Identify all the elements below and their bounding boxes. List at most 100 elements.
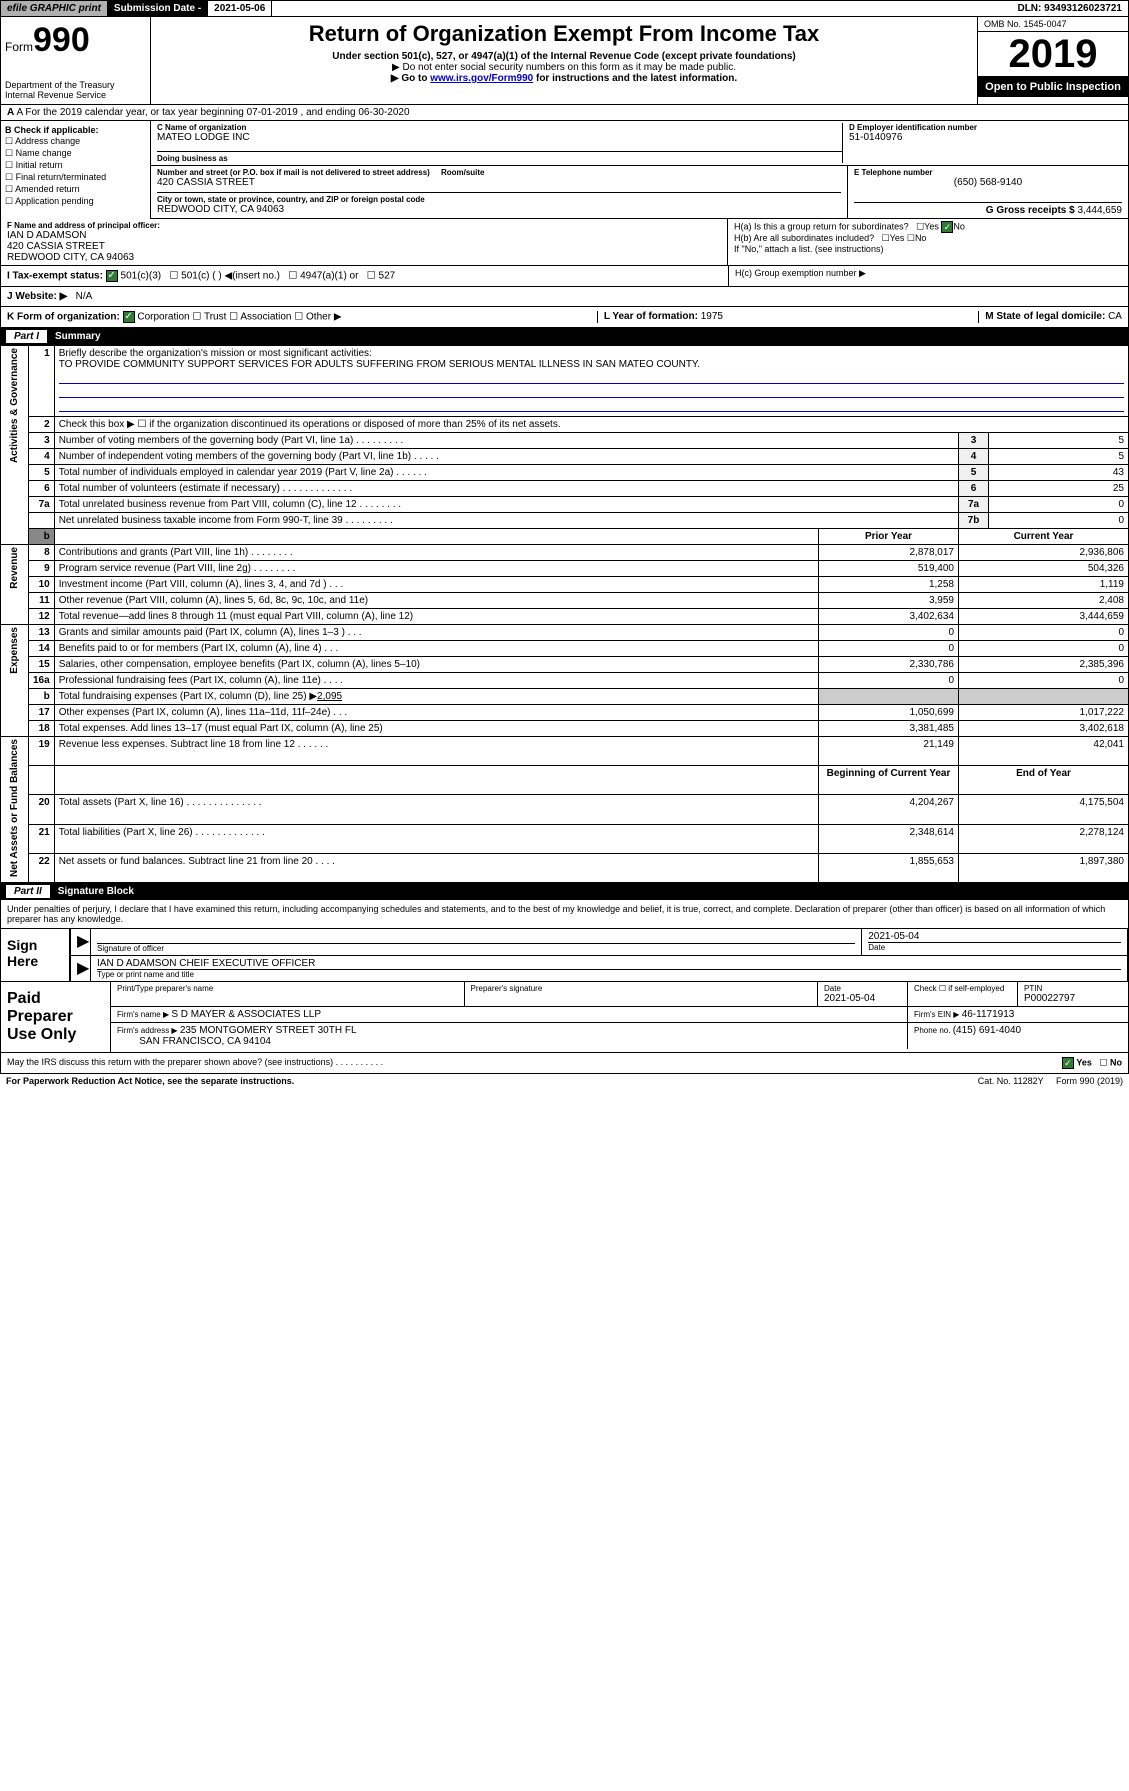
org-tel: (650) 568-9140	[854, 177, 1122, 188]
ptin-hdr: PTIN	[1024, 984, 1122, 993]
h-note: If "No," attach a list. (see instruction…	[734, 244, 1122, 254]
h-c: H(c) Group exemption number ▶	[728, 266, 1128, 286]
h-b: H(b) Are all subordinates included? ☐Yes…	[734, 233, 1122, 244]
gross-label: G Gross receipts $	[986, 205, 1078, 216]
submission-date-label: Submission Date -	[108, 1, 208, 16]
officer-name: IAN D ADAMSON	[7, 230, 721, 241]
dba-label: Doing business as	[157, 154, 842, 163]
m-state: M State of legal domicile: CA	[978, 311, 1122, 323]
date-label: Date	[868, 942, 1121, 952]
org-name: MATEO LODGE INC	[157, 132, 842, 143]
form-subtitle-3: ▶ Go to www.irs.gov/Form990 for instruct…	[155, 73, 973, 84]
discuss-yes-checked[interactable]: ✓	[1062, 1057, 1074, 1069]
c12: 3,444,659	[959, 609, 1129, 625]
tax-year: 2019	[978, 32, 1128, 77]
officer-name-title: IAN D ADAMSON CHEIF EXECUTIVE OFFICER	[97, 958, 1121, 969]
form-subtitle-2: ▶ Do not enter social security numbers o…	[155, 62, 973, 73]
bottom-row: For Paperwork Reduction Act Notice, see …	[0, 1074, 1129, 1088]
line-1-label: Briefly describe the organization's miss…	[59, 348, 1124, 359]
val-3: 5	[989, 433, 1129, 449]
check-final-return[interactable]: ☐ Final return/terminated	[5, 172, 146, 183]
line-15: Salaries, other compensation, employee b…	[54, 657, 818, 673]
p22: 1,855,653	[819, 853, 959, 882]
ein-label: D Employer identification number	[849, 123, 1122, 132]
firm-addr2: SAN FRANCISCO, CA 94104	[139, 1036, 271, 1047]
prep-date-hdr: Date	[824, 984, 901, 993]
ein: 51-0140976	[849, 132, 1122, 143]
dept-treasury: Department of the Treasury	[5, 80, 146, 90]
self-emp-hdr: Check ☐ if self-employed	[914, 984, 1011, 993]
c8: 2,936,806	[959, 545, 1129, 561]
line-18: Total expenses. Add lines 13–17 (must eq…	[54, 721, 818, 737]
part-1-header: Part ISummary	[0, 328, 1129, 345]
p12: 3,402,634	[819, 609, 959, 625]
addr-label: Number and street (or P.O. box if mail i…	[157, 168, 841, 177]
val-7b: 0	[989, 513, 1129, 529]
line-13: Grants and similar amounts paid (Part IX…	[54, 625, 818, 641]
p15: 2,330,786	[819, 657, 959, 673]
val-5: 43	[989, 465, 1129, 481]
check-name-change[interactable]: ☐ Name change	[5, 148, 146, 159]
phone-label: Phone no.	[914, 1026, 953, 1035]
city-label: City or town, state or province, country…	[157, 195, 841, 204]
website-label: J Website: ▶ N/A	[7, 291, 92, 302]
efile-button[interactable]: efile GRAPHIC print	[1, 1, 108, 16]
c11: 2,408	[959, 593, 1129, 609]
firm-ein: 46-1171913	[962, 1009, 1015, 1020]
officer-label: F Name and address of principal officer:	[7, 221, 721, 230]
signature-block: Under penalties of perjury, I declare th…	[0, 900, 1129, 982]
begin-year-hdr: Beginning of Current Year	[819, 766, 959, 795]
p8: 2,878,017	[819, 545, 959, 561]
firm-ein-label: Firm's EIN ▶	[914, 1010, 962, 1019]
discuss-question: May the IRS discuss this return with the…	[7, 1057, 383, 1069]
form-title: Return of Organization Exempt From Incom…	[155, 21, 973, 47]
p21: 2,348,614	[819, 824, 959, 853]
line-10: Investment income (Part VIII, column (A)…	[54, 577, 818, 593]
firm-name-label: Firm's name ▶	[117, 1010, 171, 1019]
p19: 21,149	[819, 737, 959, 766]
line-2: Check this box ▶ ☐ if the organization d…	[54, 417, 1128, 433]
501c3-checked[interactable]: ✓	[106, 270, 118, 282]
current-year-hdr: Current Year	[959, 529, 1129, 545]
line-19: Revenue less expenses. Subtract line 18 …	[54, 737, 818, 766]
p9: 519,400	[819, 561, 959, 577]
p18: 3,381,485	[819, 721, 959, 737]
p16a: 0	[819, 673, 959, 689]
cat-no: Cat. No. 11282Y	[978, 1076, 1044, 1086]
prep-date: 2021-05-04	[824, 993, 901, 1004]
open-to-public: Open to Public Inspection	[978, 77, 1128, 97]
form-subtitle-1: Under section 501(c), 527, or 4947(a)(1)…	[155, 51, 973, 62]
ha-no-checked[interactable]: ✓	[941, 221, 953, 233]
val-7a: 0	[989, 497, 1129, 513]
check-address-change[interactable]: ☐ Address change	[5, 136, 146, 147]
check-initial-return[interactable]: ☐ Initial return	[5, 160, 146, 171]
line-9: Program service revenue (Part VIII, line…	[54, 561, 818, 577]
line-17: Other expenses (Part IX, column (A), lin…	[54, 705, 818, 721]
c20: 4,175,504	[959, 795, 1129, 824]
summary-table: Activities & Governance 1 Briefly descri…	[0, 345, 1129, 883]
c14: 0	[959, 641, 1129, 657]
check-app-pending[interactable]: ☐ Application pending	[5, 196, 146, 207]
corp-checked[interactable]: ✓	[123, 311, 135, 323]
irs-link[interactable]: www.irs.gov/Form990	[430, 73, 533, 84]
form-header: Form990 Department of the Treasury Inter…	[0, 17, 1129, 105]
sign-here-label: Sign Here	[1, 929, 71, 981]
c13: 0	[959, 625, 1129, 641]
sig-officer-label: Signature of officer	[97, 943, 855, 953]
perjury-text: Under penalties of perjury, I declare th…	[1, 900, 1128, 928]
pra-notice: For Paperwork Reduction Act Notice, see …	[6, 1076, 294, 1086]
p11: 3,959	[819, 593, 959, 609]
h-a: H(a) Is this a group return for subordin…	[734, 221, 1122, 233]
submission-date: 2021-05-06	[208, 1, 272, 16]
sig-date: 2021-05-04	[868, 931, 1121, 942]
c22: 1,897,380	[959, 853, 1129, 882]
c15: 2,385,396	[959, 657, 1129, 673]
p14: 0	[819, 641, 959, 657]
org-name-label: C Name of organization	[157, 123, 842, 132]
c9: 504,326	[959, 561, 1129, 577]
firm-addr1: 235 MONTGOMERY STREET 30TH FL	[180, 1025, 357, 1036]
firm-phone: (415) 691-4040	[953, 1025, 1021, 1036]
check-amended[interactable]: ☐ Amended return	[5, 184, 146, 195]
c21: 2,278,124	[959, 824, 1129, 853]
line-3: Number of voting members of the governin…	[54, 433, 958, 449]
